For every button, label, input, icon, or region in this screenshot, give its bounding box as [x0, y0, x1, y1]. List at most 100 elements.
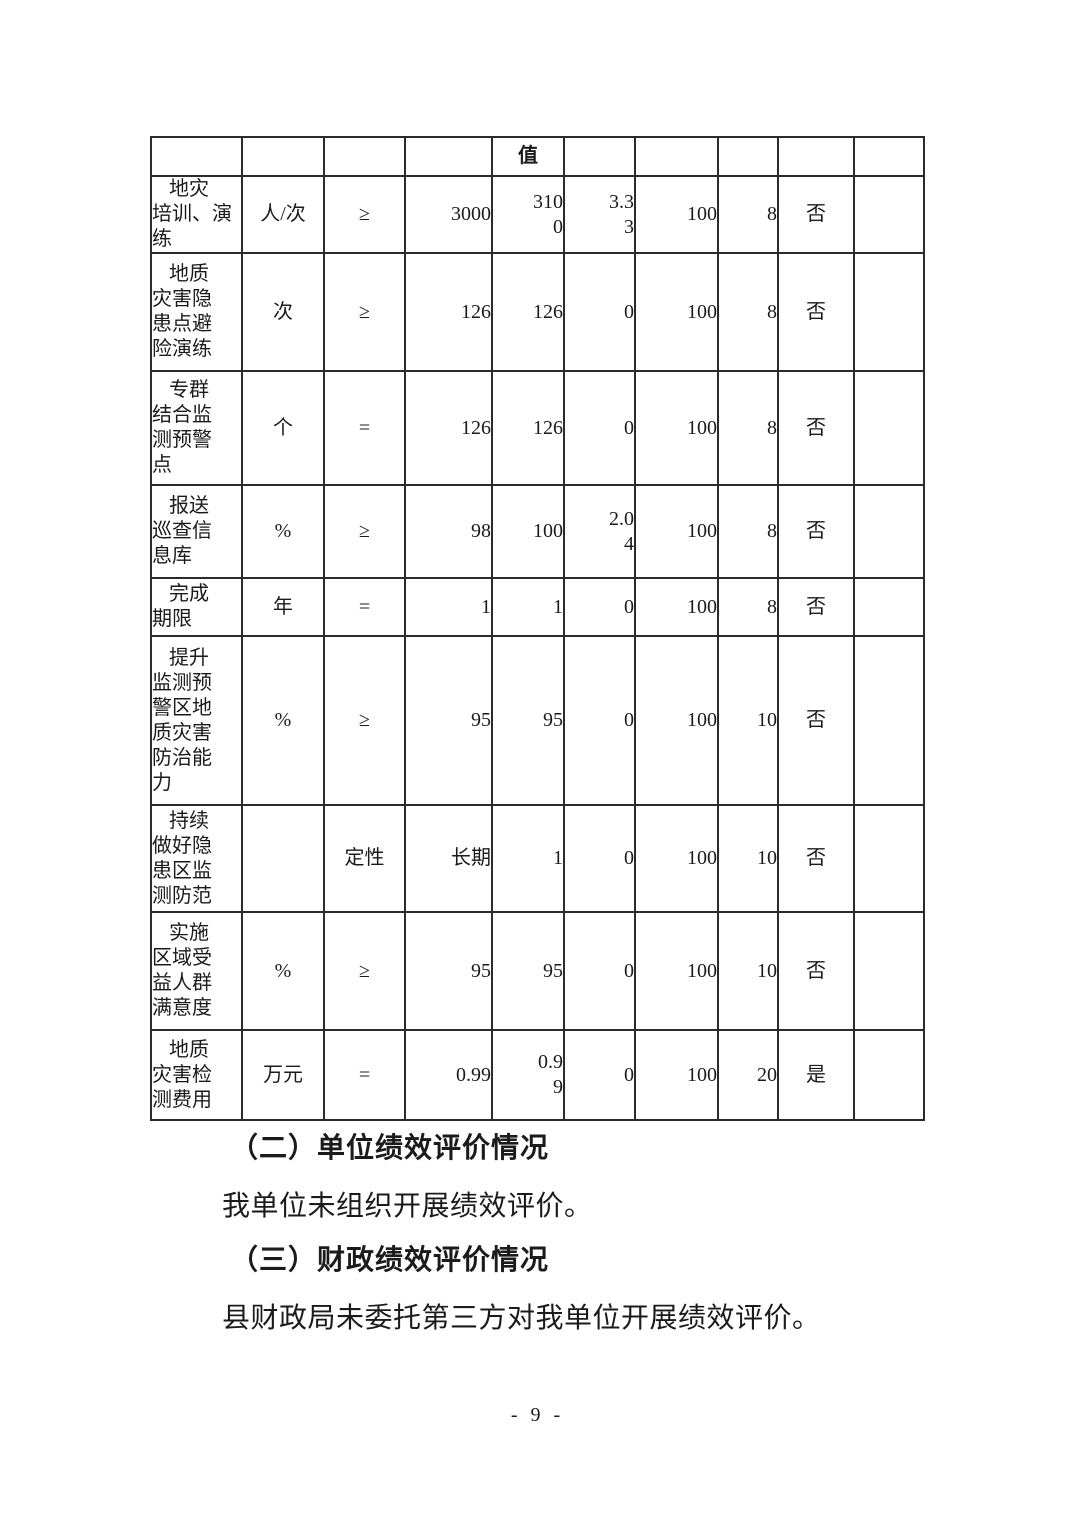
cell-weight: 8: [717, 175, 779, 254]
cell-deviation: 0: [563, 252, 636, 372]
table-cell: [563, 136, 636, 177]
cell-flag: 否: [777, 370, 855, 486]
cell-unit: %: [241, 635, 325, 806]
cell-score: 100: [634, 484, 719, 579]
cell-indicator: 专群 结合监 测预警 点: [150, 370, 243, 486]
table-cell: [323, 136, 406, 177]
cell-extra: [853, 175, 925, 254]
cell-actual: 126: [491, 370, 565, 486]
cell-indicator: 完成 期限: [150, 577, 243, 637]
cell-target: 126: [404, 370, 493, 486]
cell-target: 126: [404, 252, 493, 372]
table-cell: [717, 136, 779, 177]
cell-flag: 否: [777, 484, 855, 579]
cell-weight: 20: [717, 1029, 779, 1121]
cell-extra: [853, 577, 925, 637]
cell-weight: 10: [717, 635, 779, 806]
cell-indicator: 地质 灾害隐 患点避 险演练: [150, 252, 243, 372]
table-row: 完成 期限 年 = 1 1 0 100 8 否: [150, 577, 925, 637]
table-row: 实施 区域受 益人群 满意度 % ≥ 95 95 0 100 10 否: [150, 911, 925, 1031]
cell-target: 长期: [404, 804, 493, 913]
cell-relation: 定性: [323, 804, 406, 913]
cell-actual: 100: [491, 484, 565, 579]
cell-weight: 8: [717, 252, 779, 372]
table-row: 专群 结合监 测预警 点 个 = 126 126 0 100 8 否: [150, 370, 925, 486]
table-row: 持续 做好隐 患区监 测防范 定性 长期 1 0 100 10 否: [150, 804, 925, 913]
cell-weight: 8: [717, 370, 779, 486]
cell-unit: 人/次: [241, 175, 325, 254]
table-row: 报送 巡查信 息库 % ≥ 98 100 2.0 4 100 8 否: [150, 484, 925, 579]
cell-target: 95: [404, 911, 493, 1031]
cell-actual: 95: [491, 911, 565, 1031]
page-number: - 9 -: [510, 1404, 565, 1426]
cell-deviation: 0: [563, 577, 636, 637]
cell-score: 100: [634, 175, 719, 254]
cell-extra: [853, 484, 925, 579]
cell-score: 100: [634, 911, 719, 1031]
section-heading-fiscal-evaluation: （三）财政绩效评价情况: [230, 1245, 550, 1276]
table-cell: [634, 136, 719, 177]
table-cell: [404, 136, 493, 177]
cell-weight: 10: [717, 804, 779, 913]
cell-deviation: 2.0 4: [563, 484, 636, 579]
cell-weight: 8: [717, 484, 779, 579]
cell-extra: [853, 804, 925, 913]
cell-extra: [853, 370, 925, 486]
cell-target: 95: [404, 635, 493, 806]
cell-deviation: 0: [563, 635, 636, 806]
cell-score: 100: [634, 370, 719, 486]
cell-unit: 万元: [241, 1029, 325, 1121]
section-heading-unit-evaluation: （二）单位绩效评价情况: [230, 1133, 550, 1164]
cell-score: 100: [634, 1029, 719, 1121]
cell-extra: [853, 635, 925, 806]
cell-actual: 0.9 9: [491, 1029, 565, 1121]
paragraph-fiscal-evaluation: 县财政局未委托第三方对我单位开展绩效评价。: [222, 1303, 821, 1334]
cell-deviation: 3.3 3: [563, 175, 636, 254]
cell-indicator: 地质 灾害检 测费用: [150, 1029, 243, 1121]
table-row: 提升 监测预 警区地 质灾害 防治能 力 % ≥ 95 95 0 100 10 …: [150, 635, 925, 806]
cell-flag: 否: [777, 635, 855, 806]
cell-extra: [853, 1029, 925, 1121]
cell-score: 100: [634, 804, 719, 913]
cell-deviation: 0: [563, 804, 636, 913]
cell-unit: 个: [241, 370, 325, 486]
cell-flag: 否: [777, 175, 855, 254]
cell-deviation: 0: [563, 370, 636, 486]
cell-target: 3000: [404, 175, 493, 254]
table-row: 地质 灾害隐 患点避 险演练 次 ≥ 126 126 0 100 8 否: [150, 252, 925, 372]
cell-target: 1: [404, 577, 493, 637]
cell-unit: [241, 804, 325, 913]
table-header-row: 值: [150, 136, 925, 177]
cell-extra: [853, 911, 925, 1031]
cell-unit: 次: [241, 252, 325, 372]
cell-unit: %: [241, 484, 325, 579]
cell-weight: 8: [717, 577, 779, 637]
cell-weight: 10: [717, 911, 779, 1031]
table-row: 地质 灾害检 测费用 万元 = 0.99 0.9 9 0 100 20 是: [150, 1029, 925, 1121]
cell-flag: 否: [777, 577, 855, 637]
cell-score: 100: [634, 577, 719, 637]
cell-actual: 1: [491, 804, 565, 913]
cell-score: 100: [634, 635, 719, 806]
cell-indicator: 报送 巡查信 息库: [150, 484, 243, 579]
cell-deviation: 0: [563, 911, 636, 1031]
cell-relation: ≥: [323, 252, 406, 372]
cell-unit: 年: [241, 577, 325, 637]
cell-target: 0.99: [404, 1029, 493, 1121]
cell-actual: 126: [491, 252, 565, 372]
table-row: 地灾 培训、演 练 人/次 ≥ 3000 310 0 3.3 3 100 8 否: [150, 175, 925, 254]
cell-flag: 否: [777, 804, 855, 913]
performance-indicators-table: 值 地灾 培训、演 练 人/次 ≥ 3000 310 0 3.3 3 100 8…: [150, 136, 925, 1121]
table-cell: [777, 136, 855, 177]
cell-extra: [853, 252, 925, 372]
cell-indicator: 实施 区域受 益人群 满意度: [150, 911, 243, 1031]
cell-relation: =: [323, 1029, 406, 1121]
cell-flag: 是: [777, 1029, 855, 1121]
cell-relation: ≥: [323, 911, 406, 1031]
cell-indicator: 地灾 培训、演 练: [150, 175, 243, 254]
cell-indicator: 持续 做好隐 患区监 测防范: [150, 804, 243, 913]
cell-actual: 95: [491, 635, 565, 806]
cell-flag: 否: [777, 911, 855, 1031]
table-cell: [853, 136, 925, 177]
